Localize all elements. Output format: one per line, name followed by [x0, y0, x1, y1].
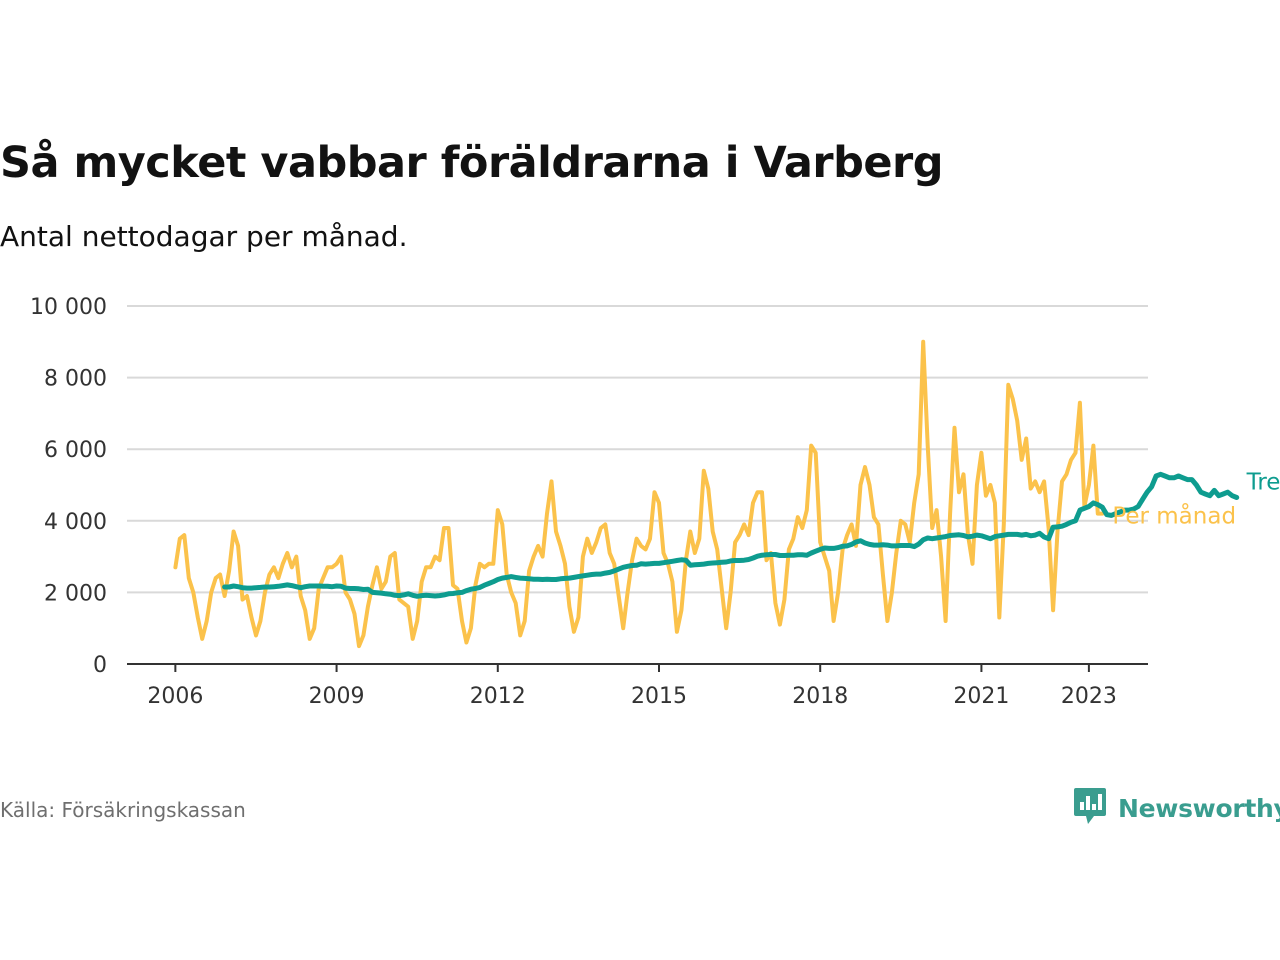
x-tick-label: 2009 — [309, 684, 365, 709]
series-label-trend: Trend — [1246, 470, 1280, 496]
x-tick-label: 2018 — [792, 684, 848, 709]
y-axis-ticks: 0 2 000 4 000 6 000 8 000 10 000 — [30, 295, 107, 678]
gridlines — [127, 305, 1148, 594]
series-line-monthly — [173, 339, 1105, 649]
chart-subtitle: Antal nettodagar per månad. — [0, 220, 408, 253]
y-tick-label: 6 000 — [44, 438, 107, 463]
newsworthy-logo-icon — [1072, 786, 1108, 830]
x-tick-label: 2021 — [953, 684, 1009, 709]
series-lines — [173, 339, 1240, 649]
brand-logo[interactable]: Newsworthy — [1072, 786, 1280, 830]
series-line-trend — [222, 471, 1240, 599]
series-labels: Per månad Trend — [1112, 470, 1280, 530]
y-tick-label: 4 000 — [44, 510, 107, 535]
x-tick-label: 2015 — [631, 684, 687, 709]
x-tick-label: 2023 — [1061, 684, 1117, 709]
y-tick-label: 0 — [93, 653, 107, 678]
chart-title: Så mycket vabbar föräldrarna i Varberg — [0, 138, 944, 188]
y-tick-label: 2 000 — [44, 581, 107, 606]
x-tick-label: 2006 — [147, 684, 203, 709]
brand-name: Newsworthy — [1118, 793, 1280, 823]
y-tick-label: 8 000 — [44, 367, 107, 392]
y-tick-label: 10 000 — [30, 295, 107, 320]
series-label-monthly: Per månad — [1112, 502, 1236, 530]
x-tick-label: 2012 — [470, 684, 526, 709]
source-note: Källa: Försäkringskassan — [0, 798, 246, 822]
x-axis-ticks: 2006 2009 2012 2015 2018 2021 2023 — [127, 663, 1148, 709]
